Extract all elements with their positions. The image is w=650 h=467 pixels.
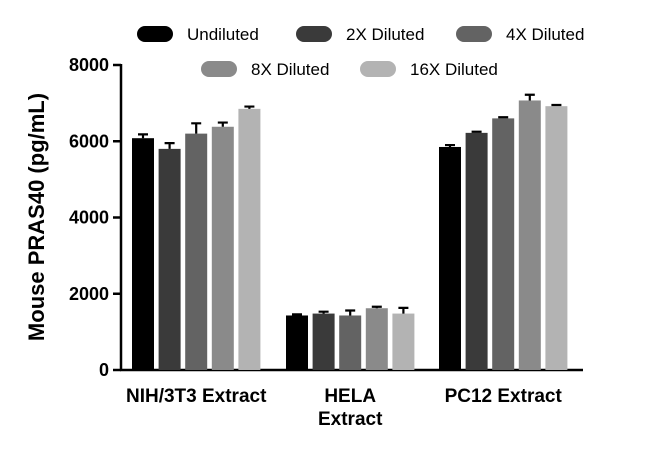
bar-4x-diluted-nih-3t3-extract bbox=[185, 133, 208, 370]
legend-swatch-undiluted bbox=[137, 26, 173, 42]
bar-2x-diluted-pc12-extract bbox=[465, 132, 488, 370]
y-tick-label: 2000 bbox=[69, 284, 109, 304]
y-axis-title: Mouse PRAS40 (pg/mL) bbox=[24, 93, 49, 341]
x-category-label: Extract bbox=[318, 409, 383, 430]
y-tick-label: 6000 bbox=[69, 131, 109, 151]
legend-swatch-2x-diluted bbox=[296, 26, 332, 42]
error-bar bbox=[471, 130, 482, 133]
error-bar bbox=[292, 313, 302, 316]
y-tick-label: 0 bbox=[99, 360, 109, 380]
x-category-label: HELA bbox=[324, 386, 376, 407]
y-tick-label: 4000 bbox=[69, 208, 109, 228]
legend-label-undiluted: Undiluted bbox=[187, 25, 259, 44]
error-bar bbox=[371, 305, 382, 309]
error-bar bbox=[191, 122, 202, 134]
bar-16x-diluted-pc12-extract bbox=[545, 106, 568, 371]
error-bar bbox=[445, 143, 455, 147]
bar-8x-diluted-pc12-extract bbox=[518, 100, 541, 371]
x-category-label: PC12 Extract bbox=[445, 386, 563, 407]
legend: Undiluted 2X Diluted 4X Diluted 8X Diluted 1… bbox=[137, 25, 584, 79]
error-bar bbox=[524, 93, 535, 101]
bar-4x-diluted-hela-extract bbox=[339, 315, 362, 370]
bar-16x-diluted-nih-3t3-extract bbox=[238, 108, 261, 370]
error-bar bbox=[551, 103, 562, 107]
bar-8x-diluted-hela-extract bbox=[365, 308, 388, 370]
bar-16x-diluted-hela-extract bbox=[392, 313, 415, 370]
x-category-label: NIH/3T3 Extract bbox=[126, 386, 267, 407]
y-tick-label: 8000 bbox=[69, 55, 109, 75]
error-bar bbox=[318, 310, 329, 314]
bar-2x-diluted-hela-extract bbox=[312, 313, 335, 370]
bar-undiluted-pc12-extract bbox=[439, 146, 461, 370]
error-bar bbox=[217, 121, 228, 127]
error-bar bbox=[345, 309, 356, 316]
error-bar bbox=[138, 133, 148, 139]
legend-swatch-16x-diluted bbox=[360, 61, 396, 77]
bar-4x-diluted-pc12-extract bbox=[492, 118, 515, 370]
legend-swatch-8x-diluted bbox=[201, 61, 237, 77]
error-bar bbox=[244, 105, 255, 109]
error-bar bbox=[498, 116, 509, 119]
bar-undiluted-nih-3t3-extract bbox=[132, 138, 154, 370]
legend-swatch-4x-diluted bbox=[456, 26, 492, 42]
bar-8x-diluted-nih-3t3-extract bbox=[211, 126, 234, 370]
bar-2x-diluted-nih-3t3-extract bbox=[158, 148, 181, 370]
legend-label-8x-diluted: 8X Diluted bbox=[251, 60, 329, 79]
legend-label-16x-diluted: 16X Diluted bbox=[410, 60, 498, 79]
bars bbox=[132, 93, 568, 371]
error-bar bbox=[164, 142, 175, 149]
bar-undiluted-hela-extract bbox=[286, 315, 308, 370]
legend-label-4x-diluted: 4X Diluted bbox=[506, 25, 584, 44]
legend-label-2x-diluted: 2X Diluted bbox=[346, 25, 424, 44]
error-bar bbox=[398, 306, 409, 314]
y-ticks: 0 2000 4000 6000 8000 bbox=[69, 55, 121, 380]
